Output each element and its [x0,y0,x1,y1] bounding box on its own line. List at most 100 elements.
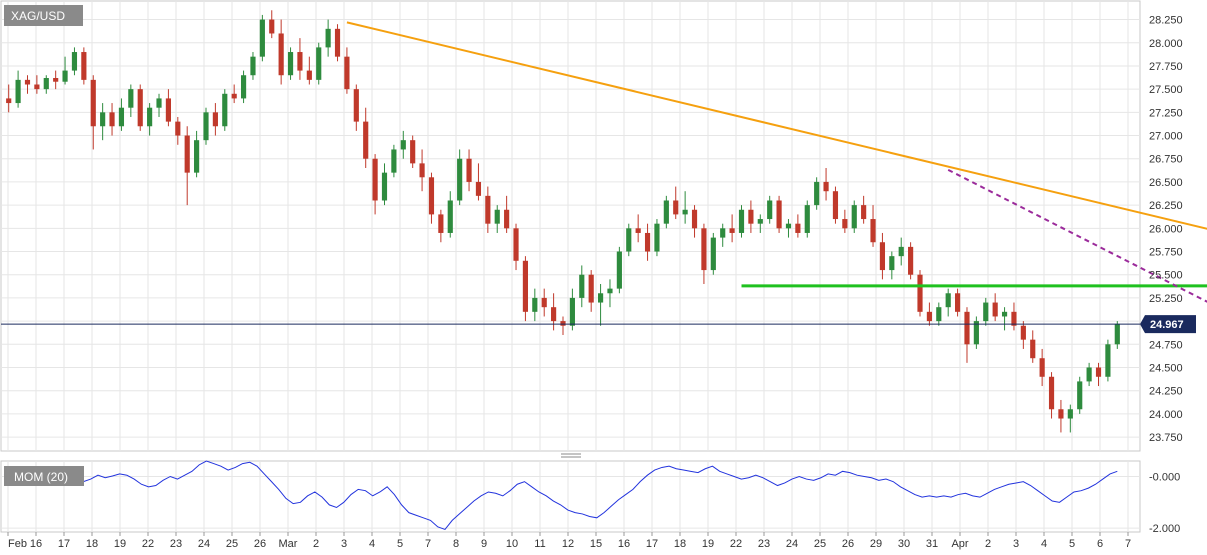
time-tick-label: 19 [114,538,126,550]
candle [729,214,735,243]
trendlines [346,21,1207,303]
candle-body [184,135,190,173]
price-tick-label: 28.000 [1149,38,1183,50]
price-tick-label: 27.000 [1149,131,1183,143]
candle [597,283,604,326]
candle [62,56,68,85]
candle-body [156,98,162,108]
time-tick-label: 18 [86,538,98,550]
candle [278,19,284,85]
candle-body [663,200,669,224]
candle [569,288,575,331]
candle [156,93,162,117]
candle-body [1114,323,1120,345]
price-tick-label: 25.250 [1149,293,1183,305]
candle-body [344,56,350,90]
candle [992,293,998,322]
symbol-tag: XAG/USD [4,5,83,26]
candle-body [457,158,463,201]
candle-body [6,98,12,104]
candle-body [1030,339,1036,359]
pane-resize-handle[interactable] [561,453,581,458]
candle-body [701,228,707,271]
candle-body [785,223,792,229]
candle [316,42,322,85]
price-tick-label: 27.750 [1149,61,1183,73]
candle-body [287,52,294,76]
candle [34,75,40,94]
candle [344,47,350,94]
candle [926,302,932,326]
candle [128,84,134,117]
time-tick-label: 5 [397,538,403,550]
candle-body [842,219,848,229]
candle-body [729,228,735,233]
time-tick-label: 29 [870,538,882,550]
candle-body [128,89,134,108]
candle-body [983,302,989,322]
candle-body [24,79,31,85]
candle [560,316,566,336]
time-tick-label: Apr [951,538,968,550]
resistance-trendline[interactable] [346,21,1207,295]
candle-body [118,107,125,127]
candle [1095,362,1102,387]
time-tick-label: 24 [198,538,210,550]
candle [81,47,87,85]
candle [306,56,312,85]
candle-body [90,79,96,127]
candle-body [428,177,435,215]
candle-body [1077,381,1083,410]
candle-body [814,181,820,206]
candle-body [870,219,876,243]
time-tick-label: 2 [985,538,991,550]
candle [579,265,585,308]
candle [588,270,594,312]
candle [1086,362,1092,387]
candle [15,70,21,108]
time-axis: Feb 16 17 18 19 22 23 24 25 26 Mar 2 3 4 5 7 8 9 10 11 12 15 1… [7,532,1131,550]
candle-body [710,237,716,271]
candle-body [400,140,406,150]
momentum-axis: -0.000 -2.000 [1149,471,1180,535]
candle-body [879,242,886,271]
price-tick-label: 26.000 [1149,223,1183,235]
candle-body [485,195,491,224]
candle-body [861,205,867,220]
candle [795,214,801,238]
candle-body [513,228,519,261]
candle [710,232,716,275]
time-tick-label: 24 [786,538,798,550]
time-tick-label: 30 [898,538,910,550]
candle [410,135,416,169]
candles [6,10,1120,433]
time-tick-label: 18 [674,538,686,550]
price-tick-label: 26.500 [1149,177,1183,189]
candle-body [1001,311,1008,317]
momentum-tick-label: -2.000 [1149,523,1180,535]
candle [870,205,876,247]
candle-body [607,288,613,294]
candle-body [212,112,218,127]
candle-body [222,93,228,127]
candle [475,163,482,201]
candle [184,126,190,206]
indicator-label: MOM (20) [14,470,68,484]
time-tick-label: 4 [1041,538,1047,550]
candle [832,186,839,224]
price-pane[interactable] [0,0,1141,452]
candle [165,89,171,127]
candle [240,70,247,104]
price-tick-label: 24.250 [1149,386,1183,398]
candle [1030,330,1036,363]
candle [90,75,96,150]
candle-body [541,297,547,308]
momentum-pane[interactable] [0,460,1141,533]
candle [767,195,773,224]
time-tick-label: 11 [534,538,545,550]
candle-body [823,181,829,192]
candle-body [992,302,998,317]
candle-body [1011,311,1017,326]
time-tick-label: 25 [226,538,238,550]
